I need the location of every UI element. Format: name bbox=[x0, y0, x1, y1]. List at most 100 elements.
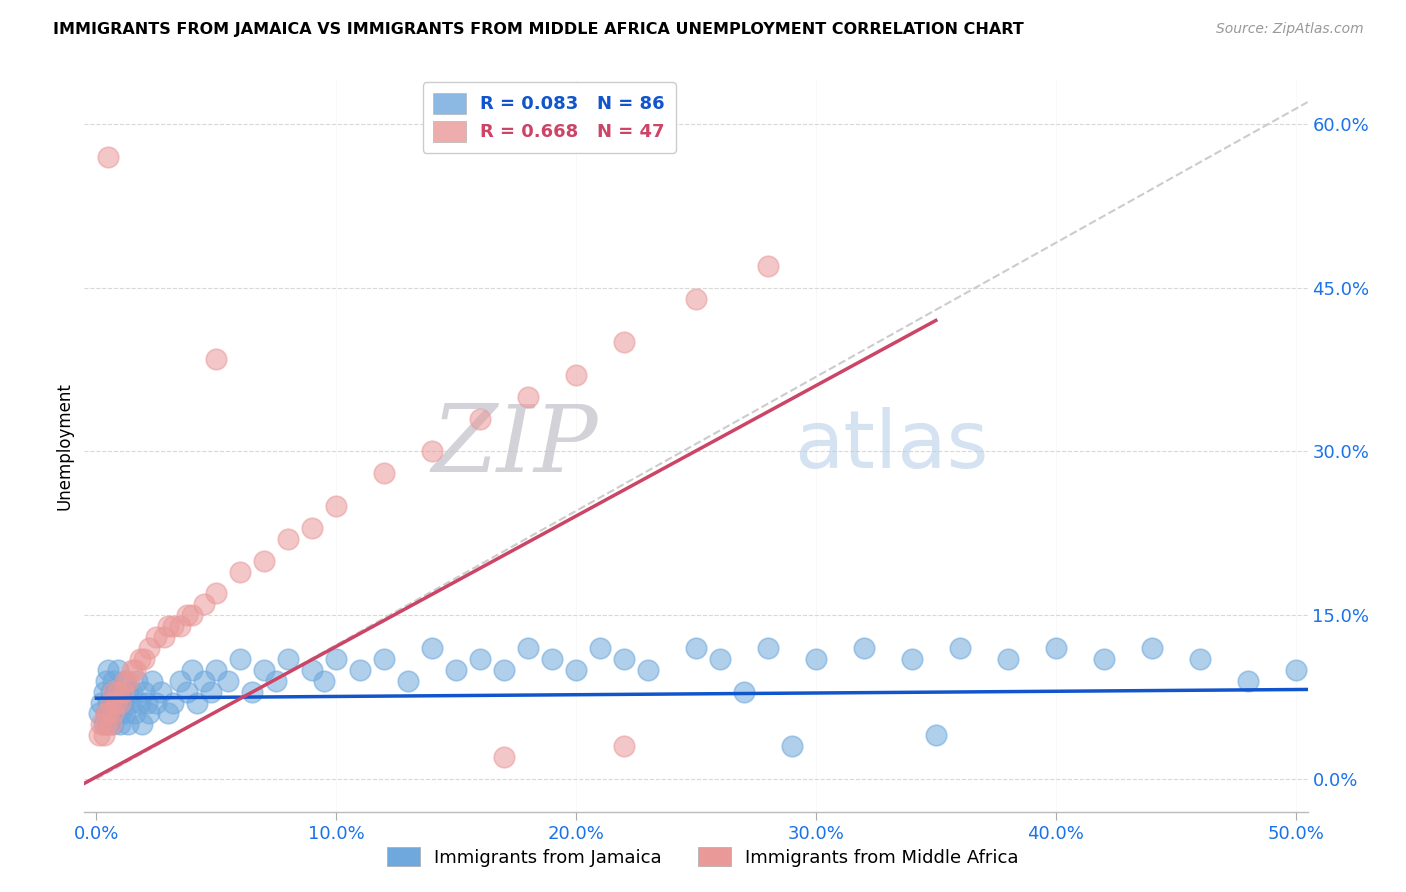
Point bbox=[100, 717, 122, 731]
Point bbox=[193, 597, 215, 611]
Point bbox=[925, 728, 948, 742]
Point bbox=[107, 696, 129, 710]
Point bbox=[117, 717, 139, 731]
Point bbox=[949, 640, 972, 655]
Point bbox=[114, 706, 136, 721]
Point bbox=[114, 673, 136, 688]
Point bbox=[373, 652, 395, 666]
Point bbox=[186, 696, 208, 710]
Point bbox=[100, 696, 122, 710]
Point bbox=[114, 673, 136, 688]
Point bbox=[124, 663, 146, 677]
Point bbox=[135, 696, 157, 710]
Point bbox=[110, 696, 132, 710]
Point bbox=[420, 444, 443, 458]
Point bbox=[253, 663, 276, 677]
Point bbox=[301, 663, 323, 677]
Point bbox=[110, 717, 132, 731]
Point bbox=[468, 411, 491, 425]
Point bbox=[176, 608, 198, 623]
Point bbox=[93, 717, 115, 731]
Point bbox=[94, 717, 117, 731]
Point bbox=[756, 259, 779, 273]
Point bbox=[205, 663, 228, 677]
Point bbox=[101, 673, 124, 688]
Point bbox=[128, 696, 150, 710]
Point bbox=[733, 684, 755, 698]
Point bbox=[325, 499, 347, 513]
Point bbox=[157, 619, 180, 633]
Point bbox=[613, 335, 636, 350]
Point bbox=[121, 684, 143, 698]
Point bbox=[97, 717, 120, 731]
Point bbox=[110, 706, 132, 721]
Point bbox=[325, 652, 347, 666]
Point bbox=[517, 640, 540, 655]
Point bbox=[852, 640, 875, 655]
Point bbox=[685, 640, 707, 655]
Point bbox=[111, 696, 134, 710]
Point bbox=[756, 640, 779, 655]
Point bbox=[110, 684, 132, 698]
Point bbox=[118, 696, 141, 710]
Point bbox=[104, 696, 127, 710]
Point bbox=[97, 150, 120, 164]
Point bbox=[93, 728, 115, 742]
Point bbox=[100, 706, 122, 721]
Point bbox=[181, 608, 204, 623]
Point bbox=[141, 673, 163, 688]
Point bbox=[1236, 673, 1258, 688]
Point bbox=[373, 467, 395, 481]
Point bbox=[1284, 663, 1306, 677]
Point bbox=[589, 640, 612, 655]
Point bbox=[997, 652, 1019, 666]
Point bbox=[117, 673, 139, 688]
Point bbox=[541, 652, 564, 666]
Point bbox=[565, 663, 588, 677]
Point bbox=[117, 684, 139, 698]
Text: Source: ZipAtlas.com: Source: ZipAtlas.com bbox=[1216, 22, 1364, 37]
Point bbox=[101, 696, 124, 710]
Text: ZIP: ZIP bbox=[432, 401, 598, 491]
Point bbox=[176, 684, 198, 698]
Point bbox=[97, 706, 120, 721]
Point bbox=[145, 630, 167, 644]
Point bbox=[193, 673, 215, 688]
Point bbox=[1045, 640, 1067, 655]
Point bbox=[138, 706, 160, 721]
Point bbox=[444, 663, 467, 677]
Point bbox=[128, 652, 150, 666]
Point bbox=[104, 684, 127, 698]
Point bbox=[1140, 640, 1163, 655]
Point bbox=[87, 728, 110, 742]
Point bbox=[101, 684, 124, 698]
Point bbox=[127, 673, 149, 688]
Point bbox=[145, 696, 167, 710]
Point bbox=[517, 390, 540, 404]
Point bbox=[780, 739, 803, 754]
Point bbox=[240, 684, 263, 698]
Point bbox=[134, 652, 156, 666]
Point bbox=[901, 652, 924, 666]
Point bbox=[314, 673, 336, 688]
Point bbox=[253, 554, 276, 568]
Point bbox=[205, 586, 228, 600]
Point bbox=[101, 717, 124, 731]
Point bbox=[229, 565, 252, 579]
Point bbox=[107, 663, 129, 677]
Point bbox=[94, 706, 117, 721]
Point bbox=[349, 663, 371, 677]
Point bbox=[162, 696, 184, 710]
Point bbox=[613, 652, 636, 666]
Point bbox=[217, 673, 239, 688]
Point bbox=[613, 739, 636, 754]
Point bbox=[124, 706, 146, 721]
Point bbox=[94, 673, 117, 688]
Legend: Immigrants from Jamaica, Immigrants from Middle Africa: Immigrants from Jamaica, Immigrants from… bbox=[380, 840, 1026, 874]
Point bbox=[101, 706, 124, 721]
Point bbox=[93, 684, 115, 698]
Point bbox=[264, 673, 287, 688]
Point bbox=[181, 663, 204, 677]
Text: IMMIGRANTS FROM JAMAICA VS IMMIGRANTS FROM MIDDLE AFRICA UNEMPLOYMENT CORRELATIO: IMMIGRANTS FROM JAMAICA VS IMMIGRANTS FR… bbox=[53, 22, 1024, 37]
Point bbox=[494, 663, 516, 677]
